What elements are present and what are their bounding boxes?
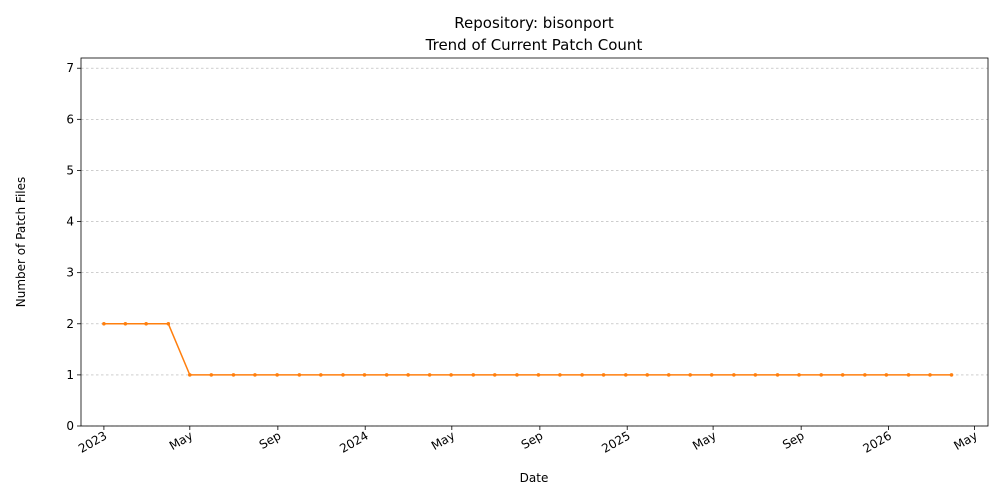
data-point bbox=[732, 373, 736, 377]
data-point bbox=[515, 373, 519, 377]
y-tick-label: 0 bbox=[66, 419, 74, 433]
data-point bbox=[209, 373, 214, 377]
chart-title-line-1: Repository: bisonport bbox=[454, 14, 614, 32]
data-point bbox=[797, 373, 801, 377]
data-point bbox=[840, 373, 845, 377]
data-point bbox=[601, 373, 606, 377]
data-point bbox=[536, 373, 541, 377]
data-point bbox=[319, 373, 323, 377]
x-axis-label: Date bbox=[520, 471, 549, 485]
data-point bbox=[884, 373, 889, 377]
data-point bbox=[863, 373, 867, 377]
data-point bbox=[144, 321, 148, 326]
data-point bbox=[949, 373, 954, 377]
data-point bbox=[775, 373, 780, 377]
x-tick-label: Sep bbox=[519, 428, 546, 451]
y-tick-label: 5 bbox=[66, 163, 74, 177]
x-tick-label: Sep bbox=[780, 428, 807, 451]
data-point bbox=[580, 373, 584, 377]
data-point bbox=[362, 373, 367, 377]
data-point bbox=[231, 373, 236, 377]
data-point bbox=[906, 373, 911, 377]
data-point bbox=[406, 373, 410, 377]
data-point bbox=[753, 373, 758, 377]
y-tick-label: 1 bbox=[66, 368, 74, 382]
x-tick-label: 2025 bbox=[599, 428, 632, 455]
data-point bbox=[558, 373, 562, 377]
series-layer bbox=[102, 321, 954, 377]
data-point bbox=[166, 321, 171, 326]
x-tick-label: May bbox=[951, 428, 979, 453]
x-tick-label: May bbox=[690, 428, 718, 453]
x-tick-label: Sep bbox=[257, 428, 284, 451]
y-axis: 0 1 2 3 4 5 6 7 bbox=[66, 61, 81, 433]
x-axis: 2023 May Sep 2024 May Sep 2025 May Sep 2026 May bbox=[76, 426, 980, 456]
data-point bbox=[102, 321, 106, 326]
x-tick-label: 2023 bbox=[76, 428, 109, 455]
x-tick-label: May bbox=[429, 428, 457, 453]
data-point bbox=[449, 373, 453, 377]
data-point bbox=[623, 373, 628, 377]
data-point bbox=[688, 373, 693, 377]
data-point bbox=[297, 373, 302, 377]
data-point bbox=[492, 373, 497, 377]
data-point bbox=[819, 373, 824, 377]
y-axis-label: Number of Patch Files bbox=[14, 177, 28, 308]
data-point bbox=[645, 373, 650, 377]
series-line bbox=[103, 323, 952, 376]
x-tick-label: 2024 bbox=[337, 428, 370, 455]
y-tick-label: 4 bbox=[66, 215, 74, 229]
data-point bbox=[275, 373, 279, 377]
data-point bbox=[928, 373, 932, 377]
x-tick-label: 2026 bbox=[861, 428, 894, 455]
x-tick-label: May bbox=[167, 428, 195, 453]
y-tick-label: 6 bbox=[66, 112, 74, 126]
data-point bbox=[341, 373, 345, 377]
data-point bbox=[666, 373, 671, 377]
grid-layer bbox=[81, 67, 988, 427]
y-tick-label: 2 bbox=[66, 317, 74, 331]
data-point bbox=[427, 373, 432, 377]
y-tick-label: 3 bbox=[66, 266, 74, 280]
plot-frame bbox=[80, 57, 989, 427]
data-point bbox=[709, 373, 714, 377]
data-point bbox=[471, 373, 476, 377]
data-point bbox=[123, 321, 128, 326]
chart-title-line-2: Trend of Current Patch Count bbox=[425, 36, 643, 54]
data-point bbox=[384, 373, 389, 377]
y-tick-label: 7 bbox=[66, 61, 74, 75]
data-point bbox=[253, 373, 257, 377]
data-point bbox=[188, 373, 192, 377]
